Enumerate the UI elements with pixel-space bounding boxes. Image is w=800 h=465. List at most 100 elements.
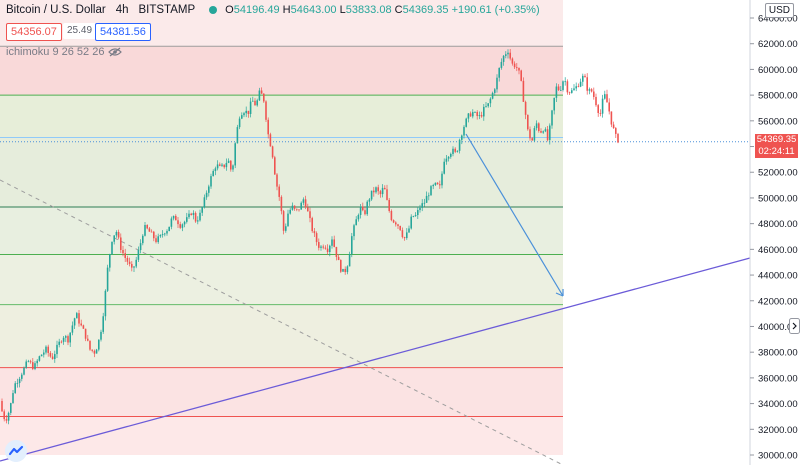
tradingview-logo-icon[interactable] [5,440,27,462]
candle-body [82,325,85,329]
candle-body [243,113,245,116]
currency-label[interactable]: USD [764,3,794,18]
candle-body [353,225,355,237]
candle-body [322,246,324,248]
candle-body [276,174,278,187]
candle-body [311,218,313,232]
candle-body [271,146,274,158]
candle-body [38,356,41,361]
ohlc-values: O54196.49 H54643.00 L53833.08 C54369.35 … [225,4,540,16]
axis-tick-label: 64000.00 [758,14,798,25]
candle-body [78,313,80,324]
change-value: +190.61 (+0.35%) [451,4,540,16]
candle-body [25,361,27,368]
candle-body [5,419,8,421]
candle-body [423,202,426,204]
candle-body [452,148,454,154]
candle-body [133,266,135,268]
candle-body [551,110,553,126]
candle-body [115,232,118,236]
candle-body [368,199,371,202]
candle-body [401,230,404,238]
candle-body [476,112,478,117]
buy-button[interactable]: 54381.56 [95,23,151,41]
hide-eye-icon[interactable] [108,47,123,57]
candle-body [157,236,159,243]
candle-body [148,228,151,232]
candle-body [430,186,432,196]
candle-body [194,212,197,222]
candle-body [60,341,63,343]
candle-body [364,210,366,215]
candle-body [56,344,58,355]
candle-body [210,176,212,187]
candle-body [192,212,195,215]
candle-body [252,100,254,102]
candle-body [71,325,74,333]
candle-body [320,246,322,248]
candle-body [47,346,49,353]
candle-body [480,115,483,117]
candle-body [80,323,82,326]
sell-button[interactable]: 54356.07 [6,23,62,41]
candle-body [406,232,408,239]
candle-body [179,224,181,228]
candle-body [23,367,25,375]
candle-body [509,52,511,59]
candle-body [87,338,89,341]
candle-body [73,318,76,326]
candle-body [395,222,397,225]
candle-body [122,249,124,254]
high-value: 54643.00 [290,4,337,16]
candle-body [586,77,588,91]
candle-body [269,134,272,147]
candle-body [469,113,472,117]
candle-body [597,105,599,113]
candle-body [329,245,331,253]
candle-body [584,75,586,78]
candle-body [381,187,384,195]
candle-body [491,92,494,99]
candle-body [417,210,419,216]
candle-body [560,89,562,91]
candle-body [595,96,597,106]
candle-body [346,266,349,273]
candle-body [54,354,56,360]
candle-body [577,86,580,88]
candle-body [18,378,21,384]
candle-body [599,112,602,114]
candle-body [410,216,412,229]
fib-band [0,304,563,368]
bar-countdown: 02:24:11 [758,146,795,157]
candle-body [223,164,225,168]
scroll-right-icon[interactable] [789,318,800,334]
candle-body [434,182,437,186]
candle-body [153,231,155,239]
candle-body [379,191,382,195]
candle-body [280,196,283,212]
candle-body [201,207,203,213]
candle-body [520,70,522,81]
candle-body [89,340,91,350]
candle-body [366,201,368,215]
candle-body [590,89,593,92]
candle-body [344,268,346,273]
candle-body [3,411,5,420]
indicator-legend[interactable]: ichimoku 9 26 52 26 [6,46,123,58]
candle-body [289,209,291,214]
candle-body [146,224,148,229]
candle-body [386,189,388,200]
candle-body [34,363,36,370]
candle-body [388,199,390,211]
fib-band [0,95,563,138]
candle-body [485,106,487,107]
axis-tick-label: 60000.00 [758,65,798,76]
symbol-name[interactable]: Bitcoin / U.S. Dollar [6,4,106,16]
candle-body [443,161,445,174]
candle-body [45,346,47,353]
candle-body [199,212,201,221]
candle-body [511,58,514,64]
candle-body [265,101,267,120]
interval-label[interactable]: 4h [115,4,129,16]
